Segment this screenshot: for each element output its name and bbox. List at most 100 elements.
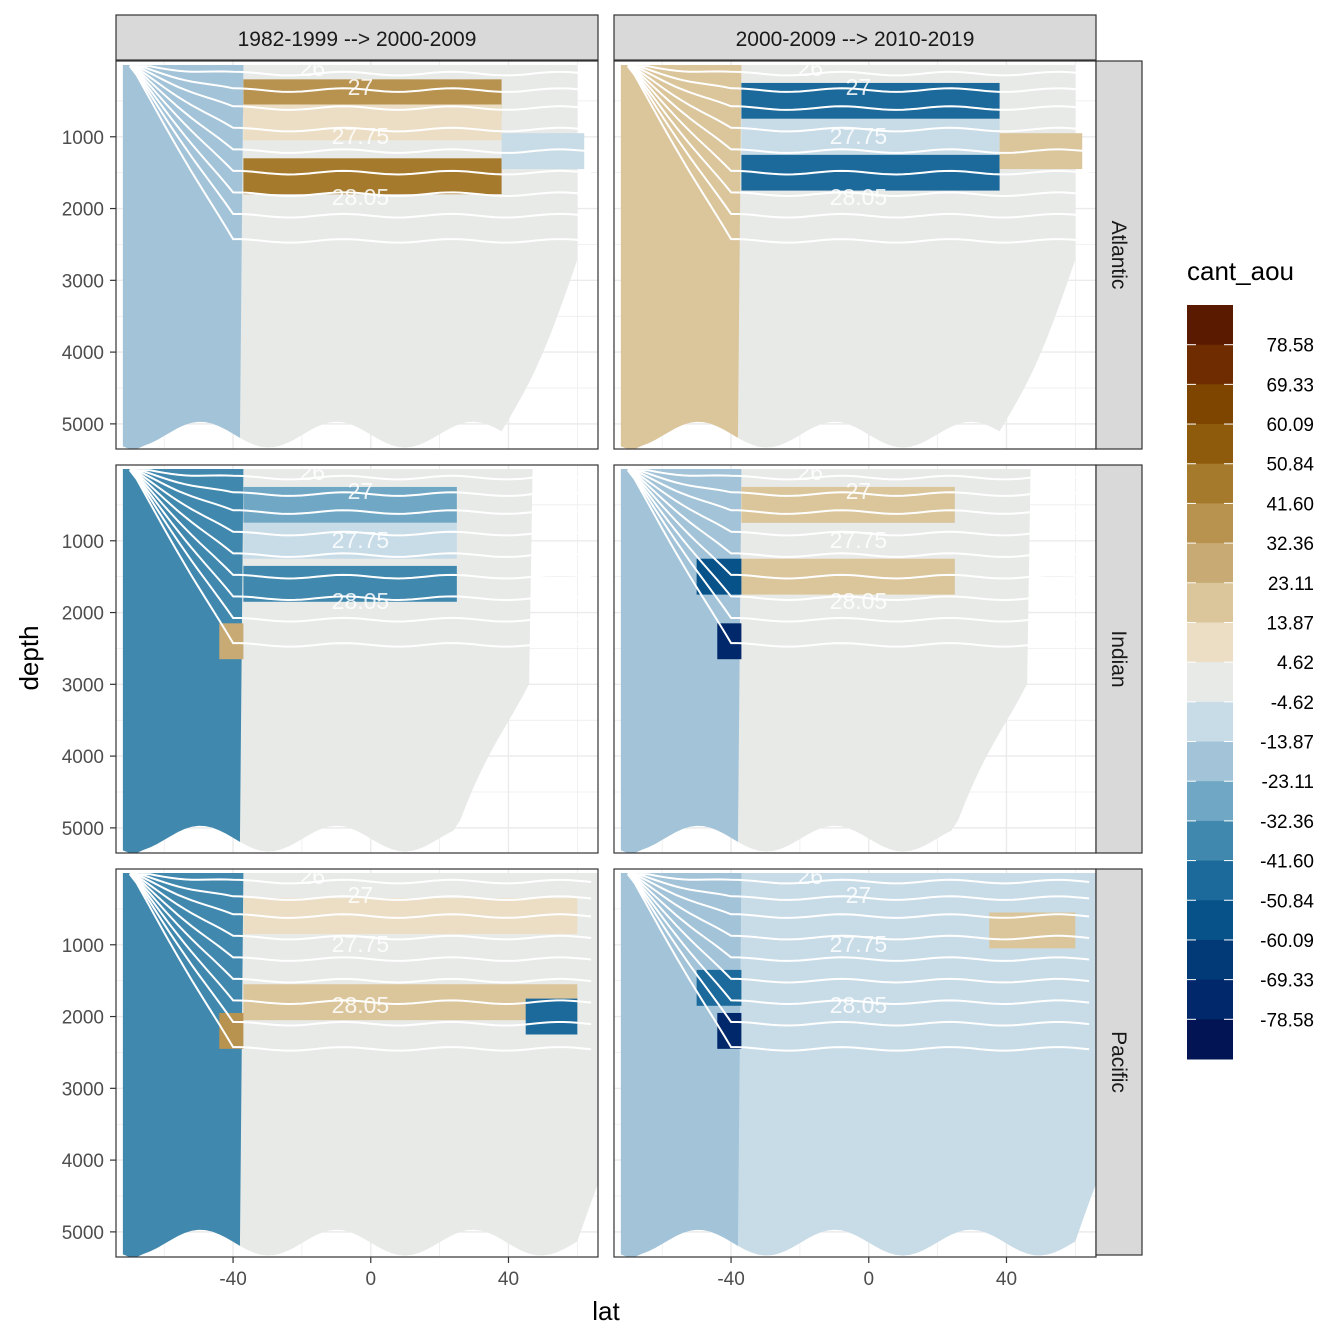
isopycnal-label: 26	[299, 863, 325, 889]
isopycnal-label: 27	[348, 478, 374, 504]
isopycnal-line	[129, 873, 592, 1027]
strip-row-3-label: Pacific	[1107, 1031, 1130, 1093]
y-tick-label: 3000	[62, 675, 104, 696]
isopycnal-line	[129, 469, 592, 481]
isopycnal-line	[627, 469, 1090, 497]
isopycnal-line	[627, 873, 1090, 962]
legend-label: -23.11	[1262, 772, 1314, 793]
legend-swatch	[1187, 662, 1233, 703]
legend-swatch	[1187, 463, 1233, 504]
y-tick-label: 4000	[62, 1151, 104, 1172]
isopycnal-line	[627, 469, 1090, 537]
isopycnal-line	[627, 469, 1090, 602]
signal-band	[243, 158, 502, 195]
y-tick-label: 1000	[62, 532, 104, 553]
legend-swatch	[1187, 701, 1233, 743]
y-tick-label: 1000	[62, 936, 104, 957]
isopycnal-line	[627, 469, 1090, 558]
isopycnal-label: 27.75	[332, 931, 390, 957]
southern-ocean-region	[122, 873, 244, 1257]
x-tick-label: 0	[863, 1269, 874, 1290]
isopycnal-line	[129, 469, 592, 558]
y-tick-label: 2000	[62, 200, 104, 221]
legend-label: 41.60	[1266, 494, 1314, 515]
legend-label: 32.36	[1266, 534, 1314, 555]
isopycnal-line	[627, 873, 1090, 1006]
isopycnal-line	[129, 65, 592, 93]
strip-col-1-label: 1982-1999 --> 2000-2009	[238, 28, 477, 51]
isopycnal-line	[627, 873, 1090, 885]
isopycnal-label: 28.05	[830, 184, 888, 210]
isopycnal-label: 28.05	[332, 588, 390, 614]
southern-ocean-region	[620, 65, 742, 449]
southern-ocean-region	[620, 873, 742, 1257]
isopycnal-line	[129, 65, 592, 133]
isopycnal-label: 28.05	[830, 588, 888, 614]
isopycnal-line	[129, 469, 592, 580]
isopycnal-label: 27.75	[830, 123, 888, 149]
legend-swatch	[1187, 543, 1233, 584]
isopycnal-line	[129, 873, 592, 919]
legend-swatch	[1187, 384, 1233, 425]
isopycnal-line	[129, 65, 592, 244]
isopycnal-label: 27	[348, 74, 374, 100]
legend-swatch	[1187, 503, 1233, 544]
isopycnal-label: 28.05	[332, 184, 390, 210]
panel-border	[115, 464, 599, 854]
isopycnal-label: 28.05	[830, 992, 888, 1018]
isopycnal-line	[129, 65, 592, 219]
strip-row-2-label: Indian	[1107, 630, 1130, 687]
x-tick-label: -40	[717, 1269, 744, 1290]
panel-6: 26 27 27.75 28.05	[613, 863, 1097, 1258]
legend-label: 23.11	[1268, 574, 1314, 595]
isopycnal-line	[129, 873, 592, 885]
isopycnal-line	[129, 469, 592, 602]
isopycnal-label: 27	[846, 74, 872, 100]
isopycnal-label: 26	[797, 863, 823, 889]
isopycnal-line	[129, 873, 592, 1052]
y-tick-label: 3000	[62, 1079, 104, 1100]
legend-label: -78.58	[1260, 1010, 1314, 1031]
legend-swatch	[1187, 820, 1233, 862]
legend-swatch	[1187, 305, 1233, 346]
legend-swatch	[1187, 939, 1233, 981]
isopycnal-line	[627, 469, 1090, 515]
isopycnal-line	[129, 873, 592, 941]
y-tick-label: 5000	[62, 415, 104, 436]
panel-border	[115, 868, 599, 1258]
isopycnal-line	[129, 469, 592, 497]
isopycnal-line	[627, 469, 1090, 580]
y-tick-label: 3000	[62, 271, 104, 292]
isopycnal-line	[129, 873, 592, 1006]
isopycnal-line	[129, 469, 592, 648]
isopycnal-line	[627, 65, 1090, 154]
y-tick-label: 5000	[62, 819, 104, 840]
isopycnal-line	[627, 65, 1090, 198]
y-axis-title: depth	[14, 625, 44, 690]
southern-ocean-region	[122, 65, 244, 449]
isopycnal-line	[129, 469, 592, 623]
panels-layer: 26 27 27.75 28.05 26 27 27.75 28.05 26 27 27.75 28.…	[115, 60, 1097, 1258]
legend-label: 78.58	[1266, 336, 1314, 357]
strip-row-1	[1095, 60, 1143, 450]
y-axis-ticks: 1000 2000 3000 4000 5000 1000 2000 3000 4000 5000…	[62, 128, 116, 1244]
legend-swatch	[1187, 622, 1233, 663]
y-tick-label: 1000	[62, 128, 104, 149]
isopycnal-label: 27	[348, 882, 374, 908]
isopycnal-line	[627, 65, 1090, 111]
isopycnal-line	[627, 469, 1090, 623]
legend-label: -69.33	[1260, 971, 1314, 992]
y-tick-label: 2000	[62, 1008, 104, 1029]
isopycnal-line	[129, 873, 592, 984]
legend-label: 13.87	[1266, 613, 1314, 634]
legend-swatch	[1187, 582, 1233, 623]
isopycnal-label: 27	[846, 882, 872, 908]
legend-label: -41.60	[1260, 852, 1314, 873]
panel-4: 26 27 27.75 28.05	[613, 464, 1097, 854]
legend-swatch	[1187, 741, 1233, 782]
isopycnal-line	[129, 873, 592, 962]
legend-label: 60.09	[1266, 415, 1314, 436]
isopycnal-line	[627, 65, 1090, 176]
panel-3: 26 27 27.75 28.05	[115, 464, 599, 854]
strip-row-1-label: Atlantic	[1107, 221, 1130, 290]
